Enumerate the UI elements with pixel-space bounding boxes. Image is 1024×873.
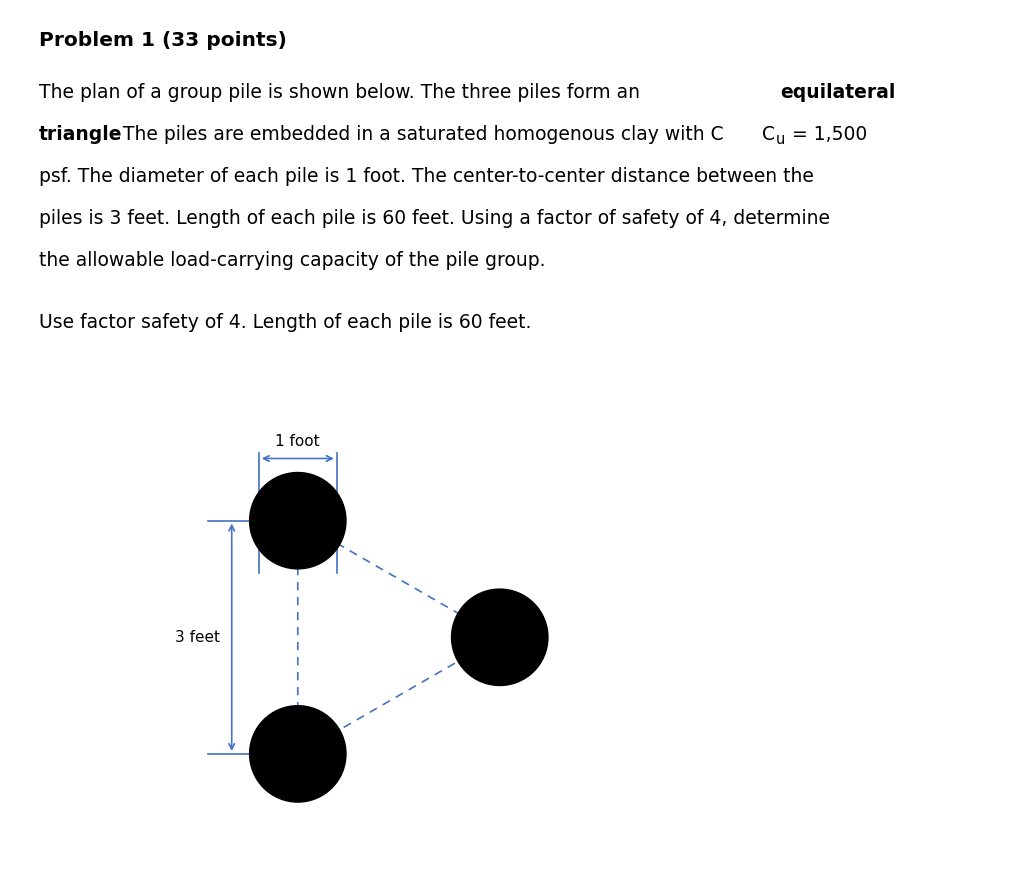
Text: equilateral: equilateral [780,83,896,102]
Text: The plan of a group pile is shown below. The three piles form an: The plan of a group pile is shown below.… [39,83,646,102]
Text: psf. The diameter of each pile is 1 foot. The center-to-center distance between : psf. The diameter of each pile is 1 foot… [39,167,814,186]
Circle shape [452,589,548,685]
Text: 3 feet: 3 feet [175,629,220,645]
Text: 1 foot: 1 foot [275,434,321,450]
Text: u: u [776,132,785,147]
Circle shape [250,472,346,569]
Text: . The piles are embedded in a saturated homogenous clay with C: . The piles are embedded in a saturated … [111,125,723,144]
Text: C: C [762,125,775,144]
Text: the allowable load-carrying capacity of the pile group.: the allowable load-carrying capacity of … [39,251,546,270]
Text: piles is 3 feet. Length of each pile is 60 feet. Using a factor of safety of 4, : piles is 3 feet. Length of each pile is … [39,209,829,228]
Text: Problem 1 (33 points): Problem 1 (33 points) [39,31,287,50]
Text: triangle: triangle [39,125,123,144]
Text: Use factor safety of 4. Length of each pile is 60 feet.: Use factor safety of 4. Length of each p… [39,313,531,333]
Circle shape [250,705,346,802]
Text: = 1,500: = 1,500 [786,125,867,144]
